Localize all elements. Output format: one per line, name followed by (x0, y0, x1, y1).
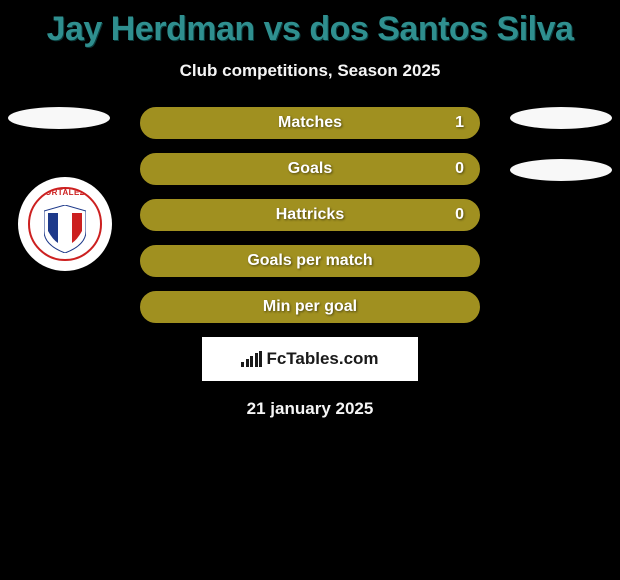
shield-icon (44, 205, 86, 253)
stat-row-min-per-goal: Min per goal (140, 291, 480, 323)
stat-label: Hattricks (276, 206, 344, 224)
stat-label: Matches (278, 114, 342, 132)
stat-bars-container: Matches 1 Goals 0 Hattricks 0 Goals per … (140, 107, 480, 323)
stat-row-goals-per-match: Goals per match (140, 245, 480, 277)
stat-value: 0 (455, 206, 464, 224)
date-line: 21 january 2025 (0, 399, 620, 419)
stat-label: Goals per match (247, 252, 372, 270)
brand-box[interactable]: FcTables.com (202, 337, 418, 381)
stat-label: Min per goal (263, 298, 357, 316)
stat-value: 1 (455, 114, 464, 132)
stat-value: 0 (455, 160, 464, 178)
club-badge-fortaleza: ORTALEZ (18, 177, 112, 271)
stat-row-hattricks: Hattricks 0 (140, 199, 480, 231)
club-badge-text: ORTALEZ (30, 188, 100, 197)
subtitle: Club competitions, Season 2025 (0, 61, 620, 81)
stat-label: Goals (288, 160, 332, 178)
player-right-ellipse-1 (510, 107, 612, 129)
bars-chart-icon (241, 351, 262, 367)
page-title: Jay Herdman vs dos Santos Silva (0, 0, 620, 49)
player-left-ellipse-1 (8, 107, 110, 129)
content-area: ORTALEZ Matches 1 Goals 0 Hattricks 0 Go… (0, 107, 620, 419)
brand-label: FcTables.com (266, 349, 378, 369)
stat-row-matches: Matches 1 (140, 107, 480, 139)
stat-row-goals: Goals 0 (140, 153, 480, 185)
club-badge-inner: ORTALEZ (28, 187, 102, 261)
player-right-ellipse-2 (510, 159, 612, 181)
